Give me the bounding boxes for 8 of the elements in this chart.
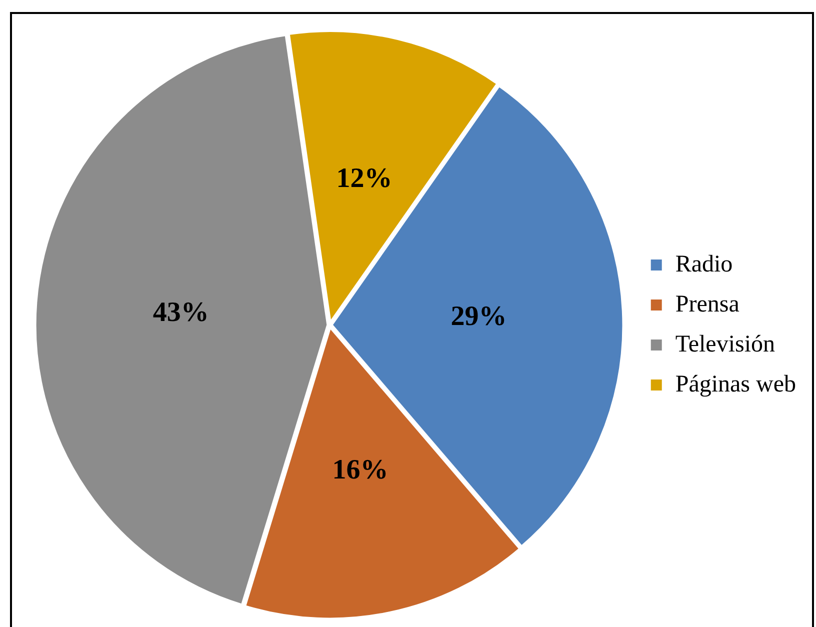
legend-label: Radio	[675, 251, 733, 278]
data-label: 12%	[336, 163, 392, 194]
data-label: 43%	[152, 296, 209, 328]
legend-label: Prensa	[675, 291, 740, 318]
legend-label: Televisión	[675, 331, 775, 358]
data-label: 29%	[450, 300, 507, 332]
legend-label: Páginas web	[675, 371, 796, 398]
data-label: 16%	[332, 454, 388, 486]
